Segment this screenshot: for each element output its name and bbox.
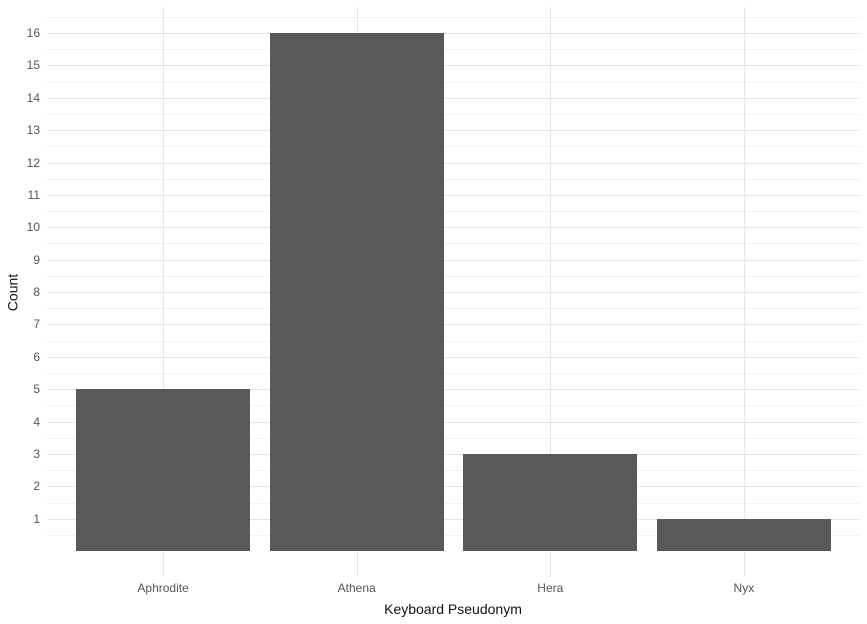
minor-gridline-y-15.5 xyxy=(47,49,860,51)
major-gridline-y-7 xyxy=(47,324,860,326)
minor-gridline-y-14.5 xyxy=(47,81,860,83)
y-tick-label-15: 15 xyxy=(26,58,40,73)
major-gridline-y-10 xyxy=(47,227,860,229)
minor-gridline-y-5.5 xyxy=(47,373,860,374)
plot-panel xyxy=(47,7,860,577)
major-gridline-y-1 xyxy=(47,518,860,520)
major-gridline-y-5 xyxy=(47,389,860,391)
y-tick-label-1: 1 xyxy=(33,511,40,526)
minor-gridline-y-2.5 xyxy=(47,470,860,472)
major-gridline-x-nyx xyxy=(743,7,745,577)
y-tick-label-13: 13 xyxy=(26,123,40,138)
major-gridline-y-6 xyxy=(47,356,860,358)
minor-gridline-y-12.5 xyxy=(47,146,860,148)
x-tick-label-aphrodite: Aphrodite xyxy=(137,581,189,595)
y-tick-label-5: 5 xyxy=(33,382,40,397)
major-gridline-y-12 xyxy=(47,162,860,164)
major-gridline-y-2 xyxy=(47,486,860,488)
major-gridline-y-9 xyxy=(47,259,860,261)
major-gridline-x-hera xyxy=(550,7,552,577)
x-tick-label-nyx: Nyx xyxy=(733,581,755,595)
y-tick-label-7: 7 xyxy=(33,317,40,332)
minor-gridline-y-4.5 xyxy=(47,405,860,407)
y-tick-label-4: 4 xyxy=(33,414,40,429)
x-axis-title: Keyboard Pseudonym xyxy=(384,601,522,617)
major-gridline-y-15 xyxy=(47,65,860,67)
major-gridline-y-3 xyxy=(47,453,860,455)
bar-hera xyxy=(463,453,638,552)
bar-nyx xyxy=(656,518,831,552)
major-gridline-y-11 xyxy=(47,194,860,196)
y-tick-label-10: 10 xyxy=(26,220,40,235)
minor-gridline-y-1.5 xyxy=(47,502,860,504)
major-gridline-x-aphrodite xyxy=(163,7,165,577)
major-gridline-y-8 xyxy=(47,292,860,293)
x-tick-label-hera: Hera xyxy=(537,581,564,595)
minor-gridline-y-3.5 xyxy=(47,437,860,439)
major-gridline-y-16 xyxy=(47,32,860,34)
minor-gridline-y-9.5 xyxy=(47,243,860,245)
y-tick-label-6: 6 xyxy=(33,349,40,364)
minor-gridline-y-8.5 xyxy=(47,275,860,277)
bar-aphrodite xyxy=(76,389,251,552)
major-gridline-y-4 xyxy=(47,421,860,423)
y-tick-label-8: 8 xyxy=(33,285,40,299)
y-tick-label-14: 14 xyxy=(26,90,40,105)
major-gridline-y-13 xyxy=(47,130,860,132)
bar-athena xyxy=(269,32,444,552)
y-tick-label-9: 9 xyxy=(33,252,40,267)
x-tick-label-athena: Athena xyxy=(337,581,376,595)
minor-gridline-y-10.5 xyxy=(47,211,860,212)
minor-gridline-y-16.5 xyxy=(47,16,860,18)
y-tick-label-3: 3 xyxy=(33,446,40,461)
minor-gridline-y-6.5 xyxy=(47,340,860,342)
minor-gridline-y-13.5 xyxy=(47,113,860,115)
minor-gridline-y-0.5 xyxy=(47,534,860,536)
major-gridline-y-14 xyxy=(47,97,860,99)
minor-gridline-y-7.5 xyxy=(47,308,860,310)
y-tick-label-11: 11 xyxy=(27,187,40,202)
y-tick-label-12: 12 xyxy=(26,155,40,170)
y-tick-label-2: 2 xyxy=(33,479,40,494)
y-tick-label-16: 16 xyxy=(26,25,40,40)
minor-gridline-y-11.5 xyxy=(47,178,860,180)
